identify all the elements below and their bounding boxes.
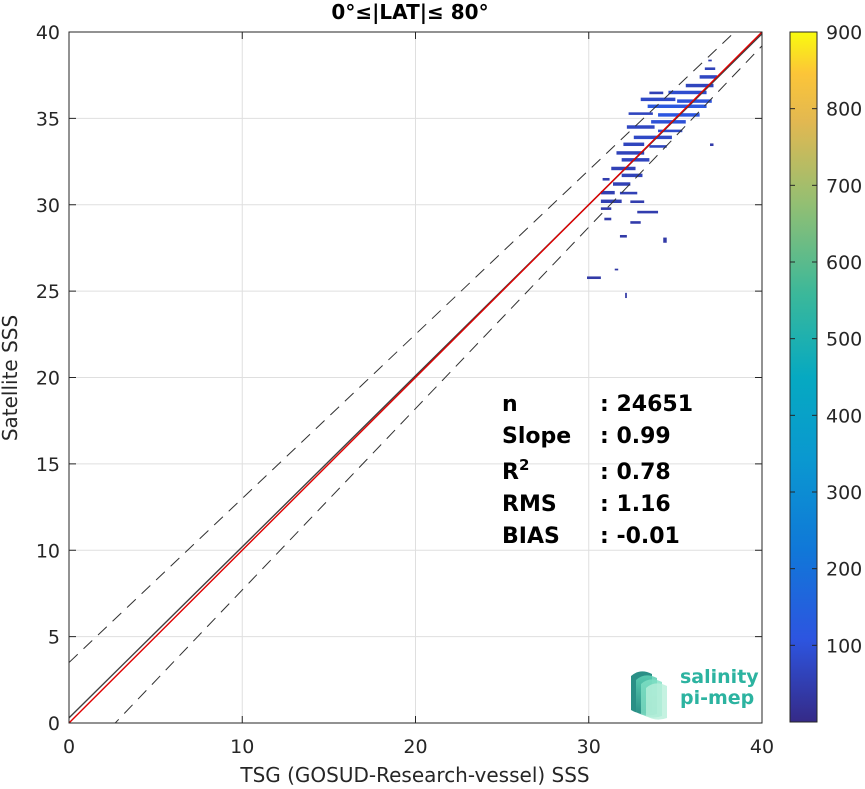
density-cell [708, 59, 712, 62]
y-tick-label: 10 [36, 540, 60, 562]
density-cell [611, 166, 636, 171]
colorbar-tick-label: 700 [826, 175, 862, 197]
reference-line-one-to-one [69, 32, 762, 723]
stat-value: : -0.01 [600, 524, 680, 549]
density-cell [625, 292, 627, 299]
colorbar-tick-label: 900 [826, 22, 862, 44]
x-axis-ticks: 0 10 20 30 40 [63, 32, 774, 758]
density-cell [621, 173, 643, 178]
reference-lines [69, 32, 762, 723]
y-tick-label: 20 [36, 368, 60, 390]
density-cell [658, 129, 683, 133]
density-cell [587, 276, 601, 280]
density-cell [619, 234, 627, 238]
density-cell [626, 125, 655, 129]
density-cell [623, 142, 645, 147]
density-cell [614, 268, 619, 271]
x-axis-label: TSG (GOSUD-Research-vessel) SSS [239, 763, 589, 787]
colorbar-tick-label: 800 [826, 99, 862, 121]
reference-line-lower-bound [114, 45, 762, 723]
x-tick-label: 20 [403, 736, 427, 758]
density-cell [630, 221, 641, 224]
y-axis-label: Satellite SSS [0, 315, 22, 441]
density-cell [649, 145, 667, 148]
density-cell [633, 135, 672, 140]
y-axis-ticks: 0 5 10 15 20 25 30 35 40 [36, 22, 762, 735]
colorbar-tick-label: 300 [826, 482, 862, 504]
density-cell [616, 151, 645, 155]
stats-box: n : 24651 Slope : 0.99 R2 : 0.78 RMS : 1.16 BIAS… [502, 392, 693, 549]
logo-text-salinity: salinity [680, 666, 759, 688]
density-cell [699, 75, 717, 79]
density-cell [604, 217, 612, 221]
density-cell [600, 207, 612, 210]
colorbar-tick-label: 600 [826, 252, 862, 274]
stat-label: BIAS [502, 524, 560, 549]
y-tick-label: 40 [36, 22, 60, 44]
colorbar [789, 31, 818, 723]
y-tick-label: 30 [36, 195, 60, 217]
colorbar-tick-label: 200 [826, 559, 862, 581]
y-tick-label: 35 [36, 108, 60, 130]
density-cell [613, 182, 631, 186]
x-tick-label: 30 [577, 736, 601, 758]
logo-text-pi-mep: pi-mep [680, 687, 754, 709]
density-cell [619, 191, 638, 195]
stat-label: RMS [502, 492, 557, 517]
x-tick-label: 0 [63, 736, 75, 758]
colorbar-tick-label: 400 [826, 405, 862, 427]
density-cell [668, 90, 707, 95]
density-cell [663, 237, 667, 243]
stat-value: : 0.99 [600, 424, 671, 449]
density-cell [602, 177, 610, 181]
y-tick-label: 5 [48, 627, 60, 649]
salinity-pi-mep-logo: salinity pi-mep [631, 666, 759, 720]
density-cell [600, 199, 622, 204]
density-cell [704, 67, 716, 71]
y-tick-label: 25 [36, 281, 60, 303]
density-cell [685, 83, 714, 88]
y-tick-label: 15 [36, 454, 60, 476]
stat-label: R2 [502, 456, 529, 485]
density-cell [628, 112, 653, 115]
wave-logo-icon [631, 671, 667, 720]
density-cell [621, 158, 650, 162]
stat-label: n [502, 392, 518, 417]
chart-title: 0°≤|LAT|≤ 80° [331, 0, 488, 24]
density-cell [649, 91, 664, 95]
density-cell [710, 143, 714, 147]
density-cell [647, 104, 707, 109]
stat-value: : 0.78 [600, 460, 671, 485]
stat-label: Slope [502, 424, 571, 449]
density-cell [651, 120, 686, 124]
x-tick-label: 10 [230, 736, 254, 758]
stat-value: : 24651 [600, 392, 693, 417]
colorbar-tick-label: 500 [826, 329, 862, 351]
density-cell [637, 210, 659, 214]
density-cell [630, 200, 645, 204]
stat-value: : 1.16 [600, 492, 671, 517]
colorbar-ticks: 100 200 300 400 500 600 700 800 900 [790, 22, 862, 657]
x-tick-label: 40 [750, 736, 774, 758]
density-cell [640, 97, 676, 102]
y-tick-label: 0 [48, 713, 60, 735]
colorbar-tick-label: 100 [826, 635, 862, 657]
density-cell [600, 190, 615, 195]
